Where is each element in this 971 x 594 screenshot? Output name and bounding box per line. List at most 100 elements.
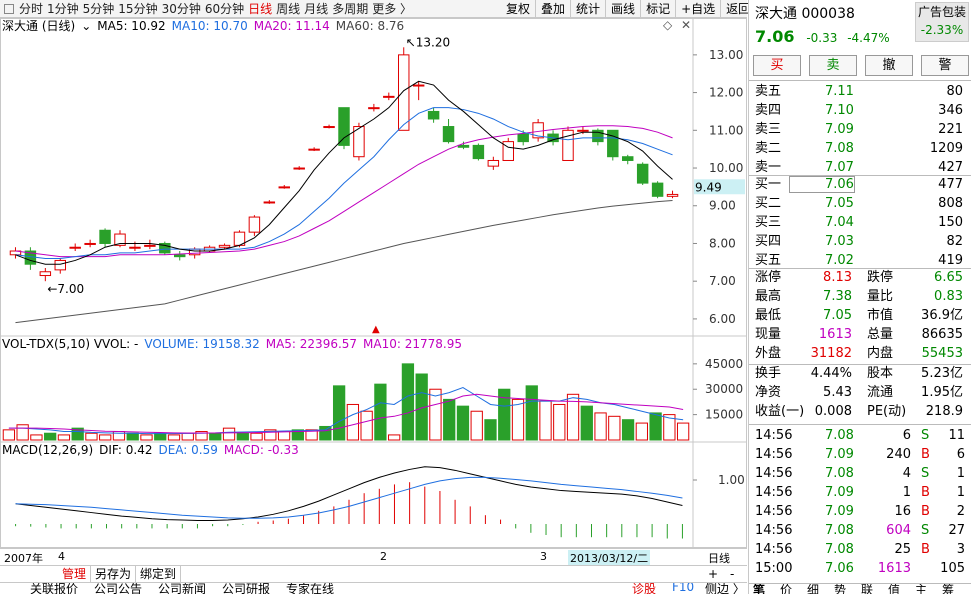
panel-tab[interactable]: 值 [888, 583, 901, 594]
toolbar-button[interactable]: 叠加 [535, 0, 570, 18]
volume-bar [236, 432, 249, 441]
period-label[interactable]: 日线 [708, 552, 730, 565]
tick-row[interactable]: 14:56 7.08 604 S 27 [749, 521, 971, 540]
sector-badge[interactable]: 广告包装 -2.33% [915, 2, 969, 42]
zoom-out-button[interactable]: - [730, 567, 735, 581]
stat-label: 收益(一) [755, 404, 805, 419]
volume-bar [291, 429, 304, 441]
f10-button[interactable]: F10 [672, 582, 695, 594]
period-tab[interactable]: 60分钟 [204, 1, 245, 16]
book-volume: 82 [946, 234, 963, 249]
tab-research[interactable]: 公司研报 [222, 582, 271, 594]
book-row[interactable]: 买一 7.06 477 [749, 175, 971, 194]
diagnose-button[interactable]: 诊股 [632, 582, 657, 594]
book-row[interactable]: 买五 7.02 419 [749, 251, 971, 270]
period-tabs: 分时 1分钟 5分钟 15分钟 30分钟 60分钟 日线 周线 月线 多周期 更多 〉 [17, 0, 414, 18]
book-price: 7.10 [825, 103, 854, 118]
stat-label: PE(动) [867, 404, 907, 419]
tab-experts[interactable]: 专家在线 [286, 582, 335, 594]
period-tab[interactable]: 月线 [304, 1, 329, 16]
panel-tab[interactable]: 细 [807, 583, 820, 594]
period-tab[interactable]: 分时 [19, 1, 44, 16]
book-row[interactable]: 卖五 7.11 80 [749, 82, 971, 101]
book-price: 7.11 [825, 84, 854, 99]
period-tab[interactable]: 30分钟 [161, 1, 201, 16]
book-row[interactable]: 卖一 7.07 427 [749, 158, 971, 177]
tick-price: 7.06 [825, 561, 854, 576]
candle-body [54, 259, 66, 271]
panel-tab[interactable]: 筹 [942, 583, 955, 594]
volume-tick-label: 45000 [705, 357, 743, 371]
panel-tab[interactable]: 主 [915, 583, 928, 594]
chevron-down-icon[interactable]: ⌄ [81, 19, 92, 33]
manage-tab[interactable]: 管理 [58, 566, 92, 582]
period-tab[interactable]: 15分钟 [118, 1, 158, 16]
tab-news[interactable]: 公司新闻 [158, 582, 207, 594]
panel-tabs: 笔价细势联值主筹 [749, 583, 971, 594]
stat-label: 换手 [755, 366, 782, 381]
book-volume: 477 [938, 177, 963, 192]
price-change-pct: -4.47% [847, 31, 890, 45]
volume-bar [456, 405, 470, 441]
toolbar-button[interactable]: 标记 [640, 0, 675, 18]
sell-button[interactable]: 卖 [809, 55, 857, 76]
zoom-in-button[interactable]: + [708, 567, 719, 581]
book-row[interactable]: 卖四 7.10 346 [749, 101, 971, 120]
alert-button[interactable]: 警 [921, 55, 969, 76]
stat-value: 0.83 [934, 289, 963, 304]
volume-bar [250, 432, 263, 441]
stat-row: 收益(一) 0.008 PE(动) 218.9 [749, 402, 971, 421]
close-icon[interactable]: ✕ [681, 18, 692, 32]
event-marker-icon: ▲ [372, 324, 380, 335]
diamond-icon[interactable]: ◇ [663, 18, 673, 32]
panel-tab[interactable]: 笔 [753, 583, 766, 594]
toolbar-button[interactable]: +自选 [675, 0, 720, 18]
volume-bar [525, 385, 538, 441]
stat-label: 最低 [755, 308, 782, 323]
toolbar-button[interactable]: 返回 [720, 0, 755, 18]
tab-announcements[interactable]: 公司公告 [94, 582, 143, 594]
period-tab[interactable]: 5分钟 [82, 1, 115, 16]
tick-list[interactable]: 14:56 7.08 6 S 11 14:56 7.09 240 B 6 14:56 7.08 4 S 1 1… [749, 426, 971, 578]
toolbar-button[interactable]: 复权 [506, 2, 531, 16]
toolbar-checkbox[interactable] [4, 3, 14, 14]
period-tab[interactable]: 更多 〉 [372, 1, 413, 16]
tick-row[interactable]: 14:56 7.09 1 B 1 [749, 483, 971, 502]
bind-to-tab[interactable]: 绑定到 [136, 566, 182, 582]
cancel-order-button[interactable]: 撤 [865, 55, 913, 76]
book-row[interactable]: 买三 7.04 150 [749, 213, 971, 232]
save-as-tab[interactable]: 另存为 [91, 566, 137, 582]
period-tab[interactable]: 日线 [248, 1, 273, 16]
toolbar-button[interactable]: 统计 [570, 0, 605, 18]
tick-time: 14:56 [755, 485, 793, 500]
kline-chart[interactable]: 13.00 12.00 11.00 10.00 9.00 8.00 7.00 6.00 ↖13.… [0, 18, 747, 594]
book-row[interactable]: 卖三 7.09 221 [749, 120, 971, 139]
price-tick-label: 11.00 [709, 123, 743, 137]
tick-row[interactable]: 14:56 7.08 4 S 1 [749, 464, 971, 483]
book-row[interactable]: 买四 7.03 82 [749, 232, 971, 251]
panel-tab[interactable]: 势 [834, 583, 847, 594]
book-row[interactable]: 买二 7.05 808 [749, 194, 971, 213]
chart-canvas[interactable]: 13.00 12.00 11.00 10.00 9.00 8.00 7.00 6.00 ↖13.… [0, 18, 747, 548]
panel-tab[interactable]: 价 [780, 583, 793, 594]
period-tab[interactable]: 多周期 [332, 1, 369, 16]
ma60-line [15, 199, 673, 324]
tick-row[interactable]: 14:56 7.09 240 B 6 [749, 445, 971, 464]
period-tab[interactable]: 1分钟 [47, 1, 79, 16]
stats-table: 涨停 8.13 跌停 6.65 最高 7.38 量比 0.83 最低 7.05 市值 36.9亿 现量 1… [749, 268, 971, 363]
sidebar-toggle[interactable]: 侧边 〉 [705, 582, 745, 594]
buy-button[interactable]: 买 [753, 55, 801, 76]
tick-row[interactable]: 14:56 7.09 16 B 2 [749, 502, 971, 521]
volume-bar [346, 403, 360, 441]
period-tab[interactable]: 周线 [276, 1, 301, 16]
stat-value: 36.9亿 [921, 308, 963, 323]
tick-row[interactable]: 14:56 7.08 25 B 3 [749, 540, 971, 559]
panel-tab[interactable]: 联 [861, 583, 874, 594]
tick-row[interactable]: 14:56 7.08 6 S 11 [749, 426, 971, 445]
tab-related-quotes[interactable]: 关联报价 [30, 582, 79, 594]
stat-row: 外盘 31182 内盘 55453 [749, 344, 971, 363]
book-row[interactable]: 卖二 7.08 1209 [749, 139, 971, 158]
toolbar-button[interactable]: 画线 [605, 0, 640, 18]
tick-row[interactable]: 15:00 7.06 1613 105 [749, 559, 971, 578]
volume-bar [264, 429, 277, 441]
